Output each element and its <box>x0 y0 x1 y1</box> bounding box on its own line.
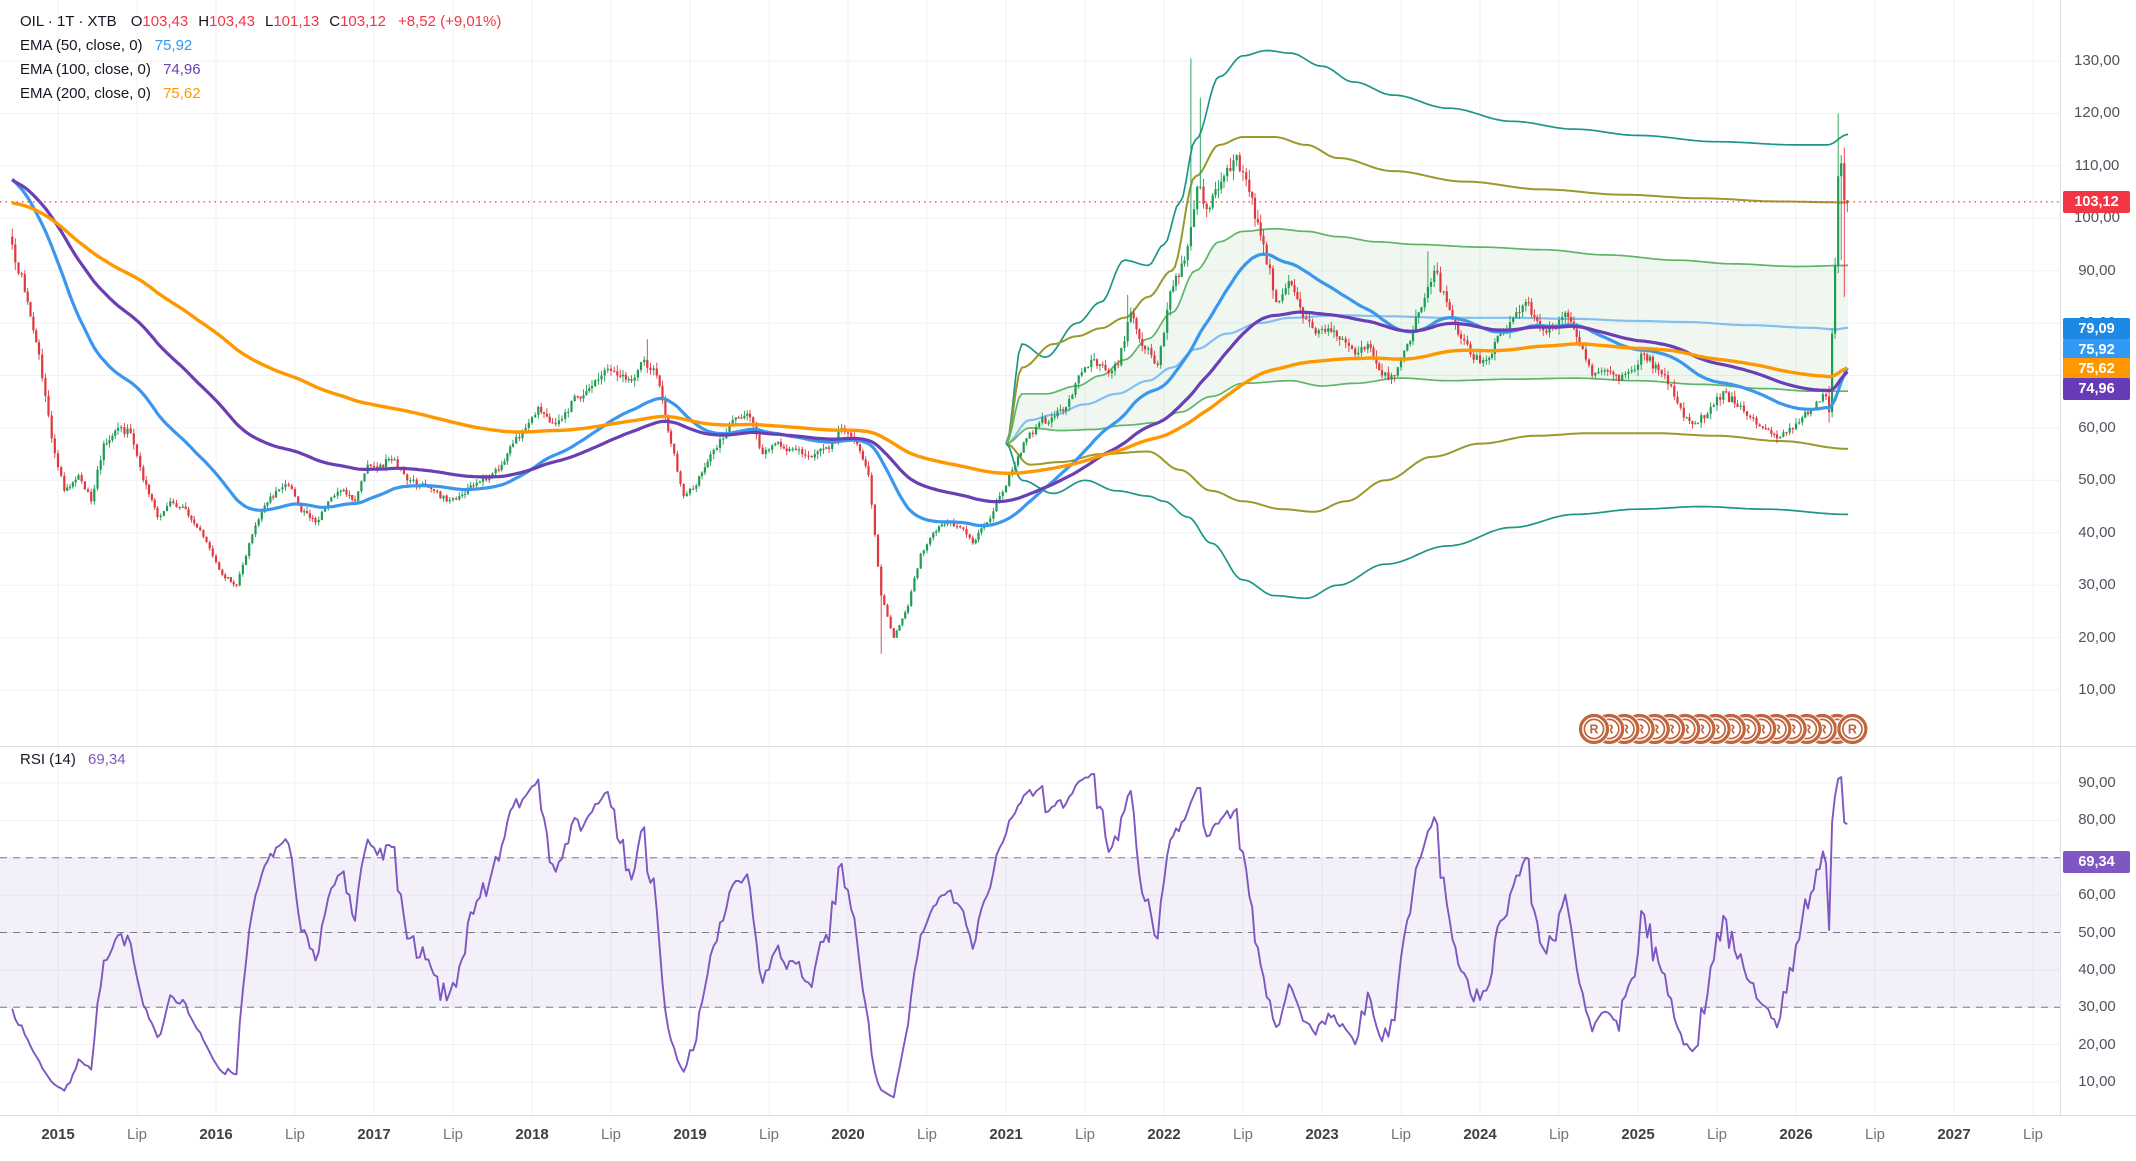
svg-text:R: R <box>1589 723 1598 737</box>
axis-tick-label: 100,00 <box>2074 209 2120 227</box>
time-label-month: Lip <box>126 1126 148 1143</box>
time-label-month: Lip <box>916 1126 938 1143</box>
band-basis <box>1005 314 1849 445</box>
band-green_lower <box>1005 377 1849 445</box>
axis-tick-label: 90,00 <box>2078 261 2116 279</box>
time-label-year: 2024 <box>1463 1126 1497 1143</box>
rollover-markers[interactable]: RRRRRRRRRRRRRRRRRR <box>1578 713 1869 745</box>
time-label-year: 2016 <box>199 1126 233 1143</box>
time-label-month: Lip <box>2022 1126 2044 1143</box>
rsi-line <box>11 773 1848 1099</box>
band-teal_upper <box>1005 49 1849 444</box>
time-label-month: Lip <box>1706 1126 1728 1143</box>
ohlc-close: C103,12 <box>329 13 386 30</box>
candle-bodies-up <box>66 155 1843 638</box>
indicator-row-ema100[interactable]: EMA (100, close, 0) 74,96 <box>20 58 501 82</box>
change-value: +8,52 (+9,01%) <box>397 13 502 30</box>
svg-text:R: R <box>1848 723 1857 737</box>
time-label-month: Lip <box>442 1126 464 1143</box>
time-label-month: Lip <box>1548 1126 1570 1143</box>
band-teal_lower <box>1005 443 1849 600</box>
candle-bodies-down <box>11 155 1849 638</box>
axis-tick-label: 120,00 <box>2074 104 2120 122</box>
time-label-month: Lip <box>758 1126 780 1143</box>
ema200-label: EMA (200, close, 0) <box>20 85 151 102</box>
ema100-value: 74,96 <box>163 61 201 78</box>
rsi-legend[interactable]: RSI (14) 69,34 <box>20 751 126 768</box>
time-label-year: 2027 <box>1937 1126 1971 1143</box>
time-label-month: Lip <box>1390 1126 1412 1143</box>
indicator-row-ema50[interactable]: EMA (50, close, 0) 75,92 <box>20 34 501 58</box>
axis-tick-label: 90,00 <box>2078 774 2116 791</box>
time-label-year: 2018 <box>515 1126 549 1143</box>
axis-tick-label: 40,00 <box>2078 523 2116 541</box>
time-axis[interactable]: 2015 Lip 2016 Lip 2017 Lip 2018 Lip 2019 Lip 2020 L… <box>0 1116 2136 1161</box>
rsi-panel <box>0 773 2060 1099</box>
ohlc-low: L101,13 <box>264 13 320 30</box>
time-label-year: 2021 <box>989 1126 1023 1143</box>
axis-tick-label: 10,00 <box>2078 1073 2116 1090</box>
axis-tick-label: 110,00 <box>2074 156 2120 174</box>
price-badge: 74,96 <box>2063 378 2130 400</box>
axis-tick-label: 50,00 <box>2078 923 2116 941</box>
band-olive_upper <box>1005 136 1849 445</box>
price-badge: 79,09 <box>2063 318 2130 340</box>
axis-tick-label: 20,00 <box>2078 628 2116 646</box>
time-label-year: 2017 <box>357 1126 391 1143</box>
ema50-label: EMA (50, close, 0) <box>20 37 143 54</box>
axis-tick-label: 20,00 <box>2078 1035 2116 1053</box>
price-badge: 75,62 <box>2063 358 2130 380</box>
band-green_upper <box>1005 227 1849 445</box>
candle-wicks-down <box>11 147 1848 654</box>
rollover-icon[interactable]: R <box>1578 713 1610 745</box>
rollover-icon[interactable]: R <box>1836 713 1869 745</box>
time-label-year: 2020 <box>831 1126 865 1143</box>
ohlc-open: O103,43 <box>130 13 189 30</box>
band-olive_lower <box>1005 432 1849 513</box>
time-label-year: 2026 <box>1779 1126 1813 1143</box>
price-badge: 75,92 <box>2063 339 2130 361</box>
time-label-month: Lip <box>1232 1126 1254 1143</box>
axis-tick-label: 60,00 <box>2078 418 2116 436</box>
time-label-year: 2019 <box>673 1126 707 1143</box>
axis-tick-label: 10,00 <box>2078 681 2116 698</box>
time-label-month: Lip <box>284 1126 306 1143</box>
time-label-month: Lip <box>1864 1126 1886 1143</box>
main-legend[interactable]: OIL · 1T · XTB O103,43 H103,43 L101,13 C103,… <box>20 10 501 106</box>
ema100-line <box>11 178 1849 504</box>
time-label-month: Lip <box>600 1126 622 1143</box>
symbol-row[interactable]: OIL · 1T · XTB O103,43 H103,43 L101,13 C103,… <box>20 10 501 34</box>
rsi-badge: 69,34 <box>2063 851 2130 873</box>
time-label-year: 2015 <box>41 1126 75 1143</box>
axis-tick-label: 80,00 <box>2078 811 2116 829</box>
price-panel <box>11 49 1849 654</box>
axis-tick-label: 60,00 <box>2078 886 2116 904</box>
band-fill <box>1006 228 1849 444</box>
ema200-line <box>11 201 1849 475</box>
price-axis[interactable]: 130,00120,00110,00100,0090,0080,0070,006… <box>2061 0 2136 1115</box>
rsi-value: 69,34 <box>88 751 126 768</box>
axis-tick-label: 130,00 <box>2074 52 2120 69</box>
time-label-month: Lip <box>1074 1126 1096 1143</box>
price-badge: 103,12 <box>2063 191 2130 213</box>
ohlc-high: H103,43 <box>198 13 255 30</box>
axis-tick-label: 50,00 <box>2078 471 2116 489</box>
time-label-year: 2022 <box>1147 1126 1181 1143</box>
ema50-value: 75,92 <box>154 37 193 54</box>
axis-tick-label: 30,00 <box>2078 998 2116 1016</box>
symbol-title[interactable]: OIL · 1T · XTB <box>20 13 117 30</box>
axis-tick-label: 30,00 <box>2078 576 2116 594</box>
ema100-label: EMA (100, close, 0) <box>20 61 151 78</box>
axis-tick-label: 40,00 <box>2078 960 2116 978</box>
indicator-row-ema200[interactable]: EMA (200, close, 0) 75,62 <box>20 82 501 106</box>
ema200-value: 75,62 <box>163 85 201 102</box>
time-label-year: 2025 <box>1621 1126 1655 1143</box>
rsi-label: RSI (14) <box>20 751 76 768</box>
grid <box>0 0 2060 1115</box>
time-label-year: 2023 <box>1305 1126 1339 1143</box>
